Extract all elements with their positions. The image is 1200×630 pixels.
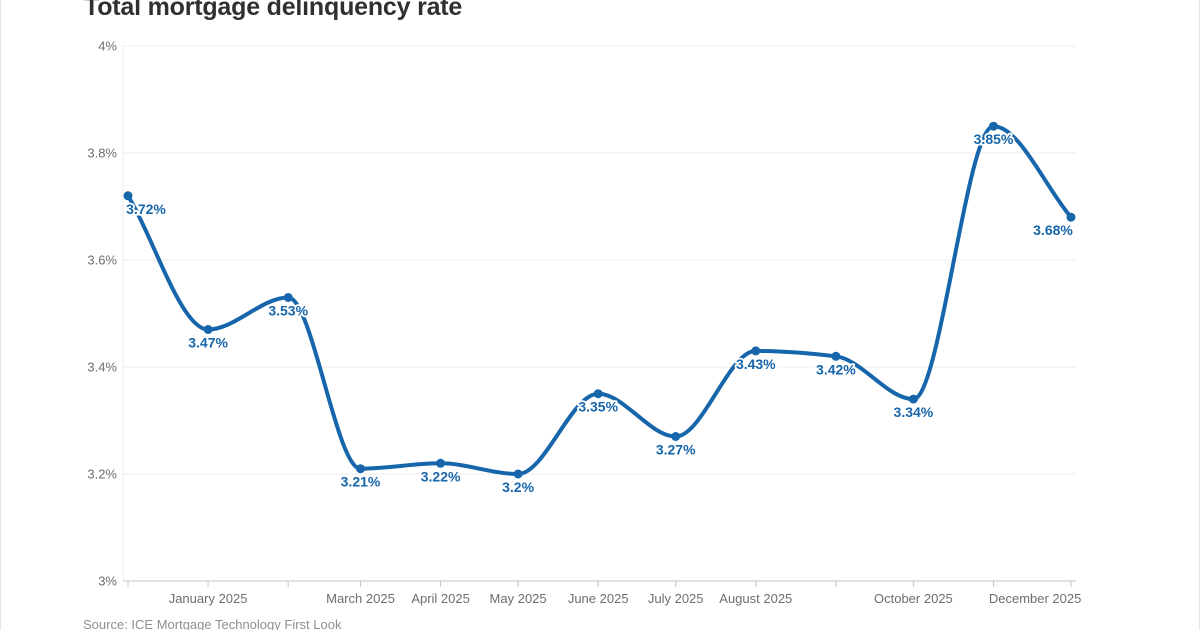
x-axis-label: January 2025 bbox=[169, 591, 248, 606]
value-label: 3.27% bbox=[656, 442, 696, 458]
value-label: 3.42% bbox=[816, 361, 856, 377]
x-axis-label: July 2025 bbox=[648, 591, 704, 606]
source-note: Source: ICE Mortgage Technology First Lo… bbox=[83, 617, 342, 630]
x-axis-label: October 2025 bbox=[874, 591, 953, 606]
value-label: 3.68% bbox=[1033, 222, 1073, 238]
y-tick-label: 3% bbox=[98, 574, 117, 589]
x-axis-label: June 2025 bbox=[568, 591, 629, 606]
data-point bbox=[356, 464, 365, 474]
x-axis-label: April 2025 bbox=[411, 591, 470, 606]
data-point bbox=[123, 191, 133, 201]
series-line bbox=[126, 124, 1073, 476]
data-point bbox=[593, 389, 603, 399]
data-point bbox=[831, 351, 841, 361]
data-point bbox=[908, 394, 918, 404]
value-label: 3.34% bbox=[894, 404, 934, 420]
y-tick-label: 3.2% bbox=[87, 467, 117, 482]
y-tick-label: 3.4% bbox=[87, 360, 117, 375]
value-label: 3.53% bbox=[268, 303, 308, 319]
value-label: 3.35% bbox=[578, 399, 618, 415]
value-label: 3.85% bbox=[974, 131, 1014, 147]
value-label: 3.47% bbox=[188, 335, 228, 351]
data-point bbox=[513, 469, 523, 479]
value-label: 3.72% bbox=[126, 201, 166, 217]
value-label: 3.2% bbox=[502, 479, 534, 495]
data-point bbox=[1066, 212, 1076, 222]
data-point bbox=[436, 458, 446, 468]
chart-title: Total mortgage delinquency rate bbox=[84, 0, 463, 21]
data-point bbox=[283, 293, 293, 302]
data-point bbox=[203, 325, 213, 334]
y-tick-label: 4% bbox=[98, 39, 117, 54]
data-point bbox=[989, 121, 998, 131]
value-label: 3.21% bbox=[341, 474, 381, 490]
value-label: 3.43% bbox=[736, 356, 776, 372]
y-tick-label: 3.8% bbox=[87, 146, 117, 161]
value-label: 3.22% bbox=[421, 468, 461, 484]
data-point bbox=[751, 346, 761, 356]
x-axis-label: May 2025 bbox=[490, 591, 547, 606]
x-axis-label: August 2025 bbox=[719, 591, 792, 606]
y-tick-label: 3.6% bbox=[87, 253, 117, 268]
x-axis-label: December 2025 bbox=[989, 591, 1082, 606]
data-point bbox=[671, 432, 681, 441]
x-axis-label: March 2025 bbox=[326, 591, 395, 606]
